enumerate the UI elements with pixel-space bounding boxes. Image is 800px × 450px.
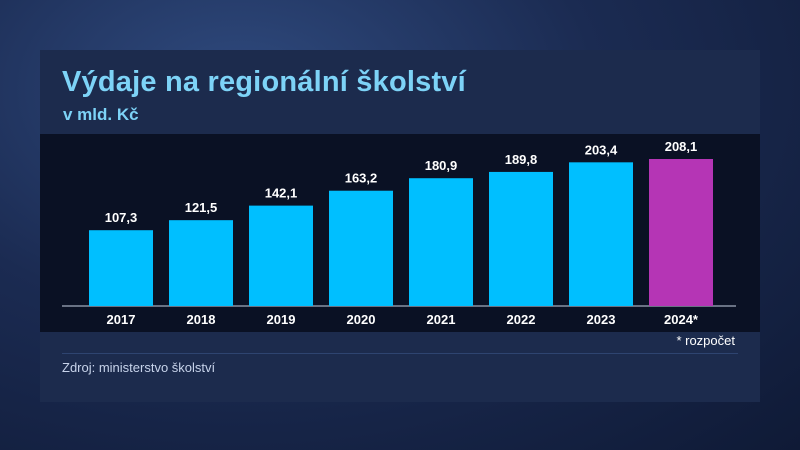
- bar-2022: [489, 171, 553, 306]
- chart-title: Výdaje na regionální školství: [62, 66, 466, 98]
- x-tick-label: 2018: [187, 312, 216, 327]
- x-tick-label: 2019: [267, 312, 296, 327]
- bar-2024: [649, 159, 713, 306]
- data-label: 189,8: [505, 152, 538, 167]
- x-tick-label: 2021: [427, 312, 456, 327]
- bar-chart: 107,3 2017 121,5 2018 142,1 2019 163,2 2020 180,…: [62, 139, 736, 327]
- x-tick-label: 2022: [507, 312, 536, 327]
- divider: [62, 353, 738, 354]
- data-label: 180,9: [425, 158, 458, 173]
- x-tick-label: 2017: [107, 312, 136, 327]
- data-label: 203,4: [585, 142, 618, 157]
- x-tick-label: 2023: [587, 312, 616, 327]
- data-label: 121,5: [185, 200, 218, 215]
- x-tick-label: 2024*: [664, 312, 699, 327]
- footnote: * rozpočet: [676, 333, 735, 348]
- x-tick-label: 2020: [347, 312, 376, 327]
- chart-area: 107,3 2017 121,5 2018 142,1 2019 163,2 2020 180,…: [40, 134, 760, 332]
- bar-2021: [409, 178, 473, 306]
- source-note: Zdroj: ministerstvo školství: [62, 360, 216, 375]
- bar-2018: [169, 220, 233, 306]
- bar-2019: [249, 205, 313, 306]
- data-label: 163,2: [345, 171, 378, 186]
- bar-2017: [89, 230, 153, 306]
- bar-2023: [569, 162, 633, 306]
- data-label: 208,1: [665, 139, 698, 154]
- data-label: 142,1: [265, 186, 298, 201]
- bar-2020: [329, 190, 393, 306]
- data-label: 107,3: [105, 210, 138, 225]
- chart-subtitle: v mld. Kč: [63, 105, 139, 124]
